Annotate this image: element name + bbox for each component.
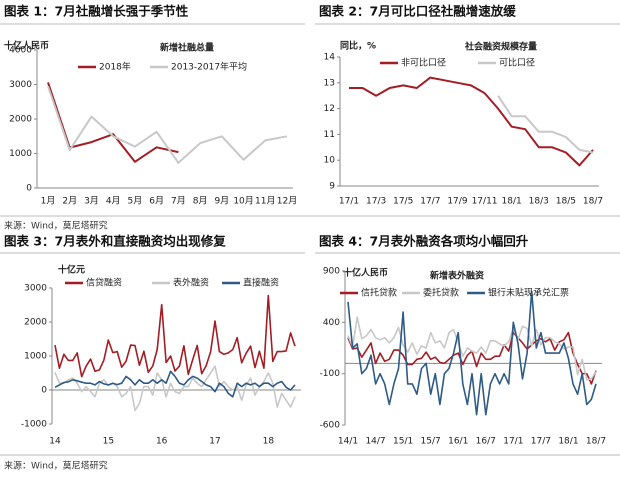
x-tick-label: 18/7 <box>583 197 603 207</box>
x-tick-label: 17/1 <box>339 197 359 207</box>
y-axis-unit: 同比，% <box>340 40 376 52</box>
legend-label: 银行未贴现承兑汇票 <box>488 287 569 299</box>
x-tick-label: 14 <box>49 437 61 447</box>
x-tick-label: 2月 <box>62 196 77 207</box>
chart-heading: 图表 2：7月可比口径社融增速放缓 <box>319 4 516 19</box>
y-tick-label: 1000 <box>24 352 47 362</box>
legend-label: 信贷融资 <box>86 277 122 289</box>
chart-subtitle: 新增表外融资 <box>430 270 484 282</box>
y-tick-label: 0 <box>26 184 32 194</box>
y-tick-label: -1000 <box>21 420 47 430</box>
x-tick-label: 14/1 <box>338 437 358 447</box>
series-line <box>54 365 296 412</box>
chart-subtitle: 社会融资规模存量 <box>464 41 537 53</box>
series-line <box>47 82 179 163</box>
x-tick-label: 9月 <box>214 196 229 207</box>
legend-label: 信托贷款 <box>361 287 397 299</box>
x-tick-label: 10月 <box>233 196 253 207</box>
y-tick-label: 11 <box>324 130 335 140</box>
series-line <box>497 95 594 154</box>
x-tick-label: 1月 <box>41 196 56 207</box>
chart-heading: 图表 3：7月表外和直接融资均出现修复 <box>4 234 226 249</box>
legend-label: 表外融资 <box>173 277 209 289</box>
x-tick-label: 17/9 <box>447 197 467 207</box>
y-axis-unit: 十亿元 <box>58 264 85 276</box>
chart-subtitle: 新增社融总量 <box>160 42 214 54</box>
x-tick-label: 12月 <box>277 196 297 207</box>
y-tick-label: 13 <box>324 78 335 88</box>
series-line <box>347 316 597 381</box>
x-tick-label: 3月 <box>84 196 99 207</box>
y-axis-unit: 十亿人民币 <box>4 40 49 52</box>
x-tick-label: 17/5 <box>393 197 413 207</box>
source: 来源：Wind，莫尼塔研究 <box>4 220 108 232</box>
y-tick-label: 900 <box>323 267 340 277</box>
x-tick-label: 11月 <box>255 196 275 207</box>
series-line <box>47 85 288 164</box>
legend-label: 2013-2017年平均 <box>171 61 247 73</box>
x-tick-label: 4月 <box>106 196 121 207</box>
y-tick-label: -600 <box>320 421 341 431</box>
y-tick-label: 2000 <box>9 115 32 125</box>
x-tick-label: 18 <box>263 437 275 447</box>
y-axis-unit: 十亿人民币 <box>343 267 388 279</box>
x-tick-label: 8月 <box>193 196 208 207</box>
x-tick-label: 16/1 <box>448 437 468 447</box>
y-tick-label: 10 <box>324 156 336 166</box>
legend-label: 委托贷款 <box>423 287 459 299</box>
y-tick-label: -100 <box>320 369 341 379</box>
series-line <box>54 294 296 378</box>
x-tick-label: 18/7 <box>586 437 606 447</box>
legend-label: 可比口径 <box>499 57 535 69</box>
x-tick-label: 15/1 <box>393 437 413 447</box>
series-line <box>347 290 597 416</box>
x-tick-label: 7月 <box>171 196 186 207</box>
y-tick-label: 0 <box>41 386 47 396</box>
x-tick-label: 18/5 <box>556 197 576 207</box>
y-tick-label: 12 <box>324 104 335 114</box>
x-tick-label: 14/7 <box>365 437 385 447</box>
x-tick-label: 17/3 <box>366 197 386 207</box>
y-tick-label: 9 <box>329 182 335 192</box>
x-tick-label: 5月 <box>128 196 143 207</box>
x-tick-label: 18/3 <box>529 197 549 207</box>
legend-label: 非可比口径 <box>401 57 446 69</box>
series-line <box>349 76 594 167</box>
chart-heading: 图表 1：7月社融增长强于季节性 <box>4 4 189 19</box>
x-tick-label: 17/7 <box>531 437 551 447</box>
y-tick-label: 4000 <box>9 46 32 56</box>
x-tick-label: 17/7 <box>420 197 440 207</box>
x-tick-label: 17 <box>209 437 220 447</box>
chart-heading: 图表 4：7月表外融资各项均小幅回升 <box>319 234 529 249</box>
legend-label: 直接融资 <box>243 277 279 289</box>
x-tick-label: 16/7 <box>476 437 496 447</box>
y-tick-label: 14 <box>324 53 336 63</box>
y-tick-label: 400 <box>323 318 340 328</box>
x-tick-label: 18/1 <box>502 197 522 207</box>
y-tick-label: 1000 <box>9 149 32 159</box>
y-tick-label: 3000 <box>24 284 47 294</box>
x-tick-label: 17/1 <box>503 437 523 447</box>
x-tick-label: 16 <box>156 437 168 447</box>
x-tick-label: 6月 <box>149 196 164 207</box>
series-line <box>54 370 296 398</box>
y-tick-label: 3000 <box>9 80 32 90</box>
x-tick-label: 15/7 <box>421 437 441 447</box>
x-tick-label: 18/1 <box>558 437 578 447</box>
legend-label: 2018年 <box>99 61 131 73</box>
source: 来源：Wind，莫尼塔研究 <box>4 460 108 472</box>
y-tick-label: 2000 <box>24 318 47 328</box>
x-tick-label: 15 <box>103 437 114 447</box>
x-tick-label: 17/11 <box>472 197 498 207</box>
